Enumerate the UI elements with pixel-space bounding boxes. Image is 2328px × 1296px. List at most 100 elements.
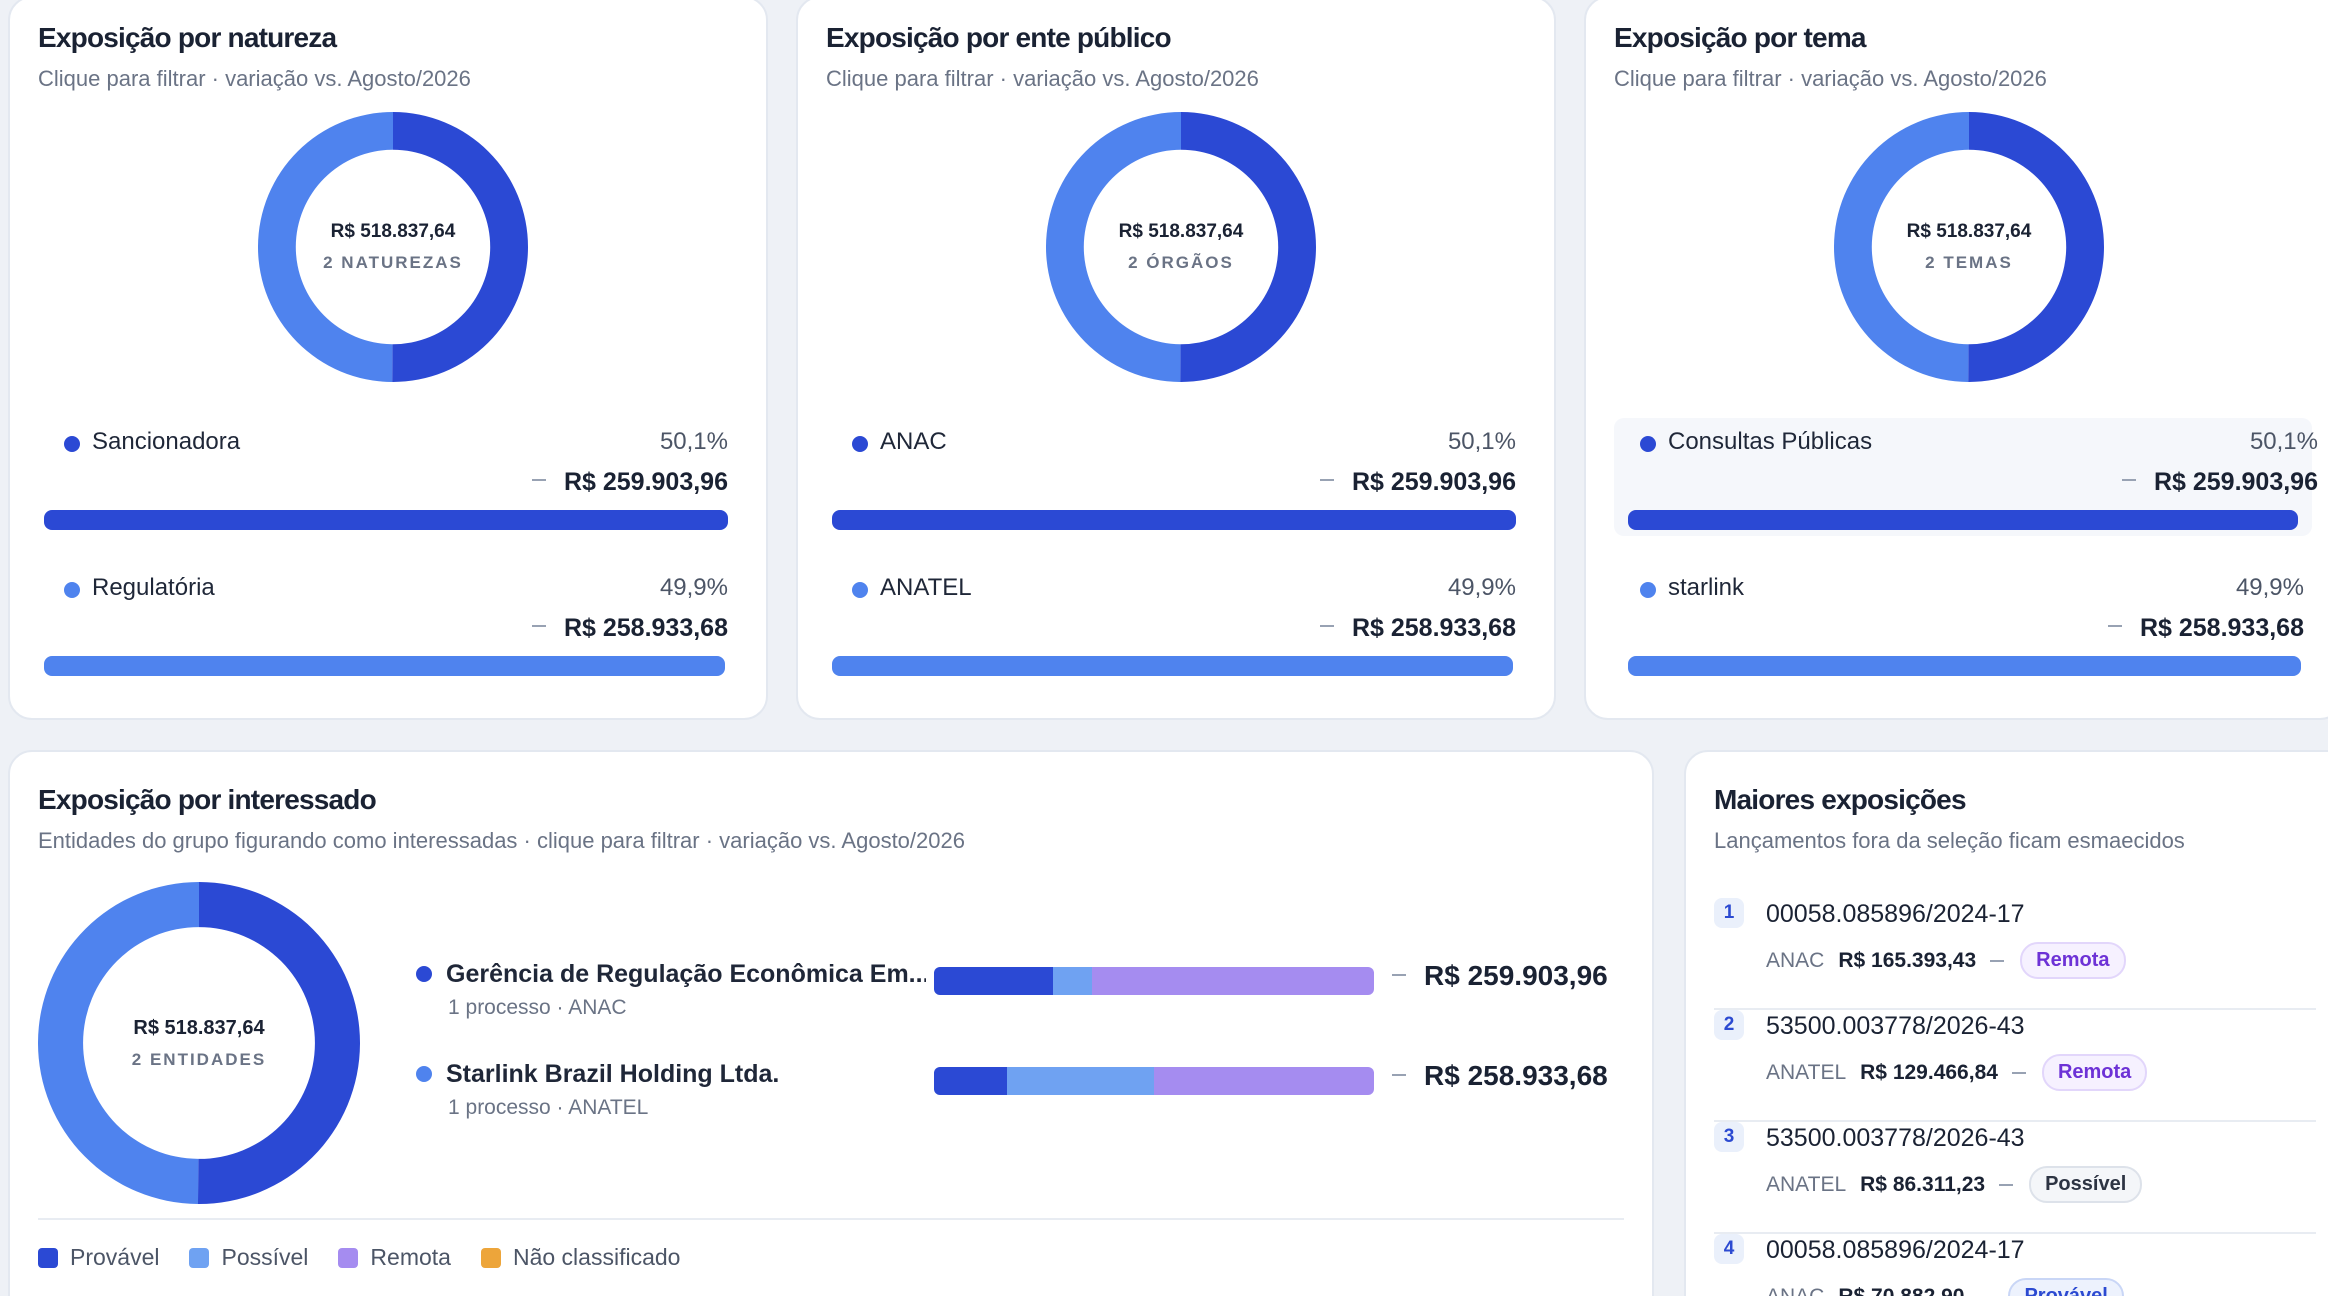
process-org: ANAC <box>1766 1284 1825 1296</box>
top-exposure-item[interactable]: 3 53500.003778/2026-43 ANATEL R$ 86.311,… <box>1714 1122 2316 1234</box>
rank-badge: 4 <box>1714 1234 1744 1264</box>
series-dot <box>1640 582 1656 598</box>
top-exposure-item[interactable]: 1 00058.085896/2024-17 ANAC R$ 165.393,4… <box>1714 898 2316 1010</box>
segment-provavel <box>934 967 1053 995</box>
segment-possivel <box>1052 967 1093 995</box>
legend-name: Consultas Públicas <box>1668 428 1873 455</box>
risk-badge: Possível <box>2029 1166 2143 1203</box>
segment-possivel <box>1006 1067 1154 1095</box>
legend-name: ANATEL <box>880 574 972 601</box>
risk-badge: Remota <box>2020 942 2126 979</box>
legend-pct: 50,1% <box>1447 428 1516 455</box>
rank-badge: 3 <box>1714 1122 1744 1152</box>
donut-total: R$ 518.837,64 <box>1906 221 2032 242</box>
series-dot <box>416 1066 432 1082</box>
legend-pct: 50,1% <box>2249 428 2318 455</box>
process-org: ANATEL <box>1766 1060 1847 1084</box>
legend-possivel[interactable]: Possível <box>189 1244 308 1271</box>
card-natureza: Exposição por natureza Clique para filtr… <box>8 0 768 720</box>
donut-slice-1[interactable] <box>37 882 199 1204</box>
card-interessado: Exposição por interessado Entidades do g… <box>8 750 1654 1296</box>
entity-meta: 1 processo · ANATEL <box>448 1096 649 1119</box>
divider <box>38 1218 1624 1220</box>
legend-pct: 49,9% <box>2235 574 2304 601</box>
top-exposure-item[interactable]: 2 53500.003778/2026-43 ANATEL R$ 129.466… <box>1714 1010 2316 1122</box>
process-amount: R$ 129.466,84 <box>1860 1060 1998 1084</box>
donut-count: 2 ENTIDADES <box>131 1049 267 1069</box>
process-amount: R$ 86.311,23 <box>1860 1172 1986 1196</box>
legend-amount: R$ 259.903,96 <box>531 468 728 497</box>
donut-slice-1[interactable] <box>1045 112 1181 382</box>
series-dot <box>852 582 868 598</box>
card-title: Exposição por interessado <box>38 784 377 815</box>
legend-row-consultas-publicas[interactable]: Consultas Públicas 50,1% R$ 259.903,96 <box>1614 418 2318 536</box>
entity-amount: R$ 259.903,96 <box>1392 960 1608 992</box>
legend-row-sancionadora[interactable]: Sancionadora 50,1% R$ 259.903,96 <box>44 418 728 536</box>
rank-badge: 1 <box>1714 898 1744 928</box>
process-number: 53500.003778/2026-43 <box>1766 1124 2025 1152</box>
entity-amount: R$ 258.933,68 <box>1392 1060 1608 1092</box>
share-bar <box>1628 656 2302 676</box>
risk-badge: Remota <box>2041 1054 2148 1091</box>
legend-pct: 50,1% <box>659 428 728 455</box>
legend-row-starlink[interactable]: starlink 49,9% R$ 258.933,68 <box>1628 564 2304 682</box>
share-bar <box>44 510 728 530</box>
process-number: 00058.085896/2024-17 <box>1766 900 2025 928</box>
donut-chart[interactable]: R$ 518.837,64 2 ENTIDADES <box>37 882 360 1204</box>
entity-row-gerencia[interactable]: Gerência de Regulação Econômica Em... 1 … <box>416 960 1636 1030</box>
legend-row-anac[interactable]: ANAC 50,1% R$ 259.903,96 <box>832 418 1516 536</box>
segment-remota <box>1153 1067 1374 1095</box>
series-dot <box>852 436 868 452</box>
entity-row-starlink[interactable]: Starlink Brazil Holding Ltda. 1 processo… <box>416 1060 1636 1130</box>
donut-slice-0[interactable] <box>1968 112 2104 382</box>
donut-count: 2 TEMAS <box>1925 253 2013 272</box>
series-dot <box>416 966 432 982</box>
legend-provavel[interactable]: Provável <box>38 1244 159 1271</box>
risk-badge: Provável <box>2008 1278 2124 1296</box>
top-exposure-item[interactable]: 4 00058.085896/2024-17 ANAC R$ 70.882,90… <box>1714 1234 2316 1296</box>
entity-name: Gerência de Regulação Econômica Em... <box>446 960 926 988</box>
donut-slice-1[interactable] <box>1833 112 1969 382</box>
legend-row-regulatoria[interactable]: Regulatória 49,9% R$ 258.933,68 <box>44 564 728 682</box>
card-tema: Exposição por tema Clique para filtrar ·… <box>1584 0 2328 720</box>
card-subtitle: Clique para filtrar · variação vs. Agost… <box>38 66 471 91</box>
legend-nao-classificado[interactable]: Não classificado <box>480 1244 680 1271</box>
risk-stack-bar <box>934 1067 1374 1095</box>
donut-chart[interactable]: R$ 518.837,64 2 NATUREZAS <box>257 112 528 382</box>
process-amount: R$ 165.393,43 <box>1838 948 1977 972</box>
series-dot <box>1640 436 1656 452</box>
donut-count: 2 NATUREZAS <box>323 253 463 272</box>
legend-pct: 49,9% <box>1447 574 1516 601</box>
process-number: 00058.085896/2024-17 <box>1766 1236 2025 1264</box>
card-subtitle: Clique para filtrar · variação vs. Agost… <box>1614 66 2047 91</box>
process-amount: R$ 70.882,90 <box>1838 1284 1965 1296</box>
legend-pct: 49,9% <box>659 574 728 601</box>
donut-slice-0[interactable] <box>197 882 360 1204</box>
legend-amount: R$ 258.933,68 <box>1319 614 1516 643</box>
donut-chart[interactable]: R$ 518.837,64 2 ÓRGÃOS <box>1045 112 1316 382</box>
card-title: Exposição por ente público <box>826 22 1172 53</box>
legend-amount: R$ 259.903,96 <box>1319 468 1516 497</box>
risk-stack-bar <box>934 967 1374 995</box>
card-title: Exposição por natureza <box>38 22 337 53</box>
risk-legend: Provável Possível Remota Não classificad… <box>38 1244 680 1271</box>
donut-slice-0[interactable] <box>1180 112 1316 382</box>
card-title: Maiores exposições <box>1714 784 1967 815</box>
legend-amount: R$ 259.903,96 <box>2121 468 2318 497</box>
card-subtitle: Lançamentos fora da seleção ficam esmaec… <box>1714 828 2185 853</box>
donut-count: 2 ÓRGÃOS <box>1128 253 1234 272</box>
donut-slice-1[interactable] <box>257 112 393 382</box>
legend-row-anatel[interactable]: ANATEL 49,9% R$ 258.933,68 <box>832 564 1516 682</box>
donut-chart[interactable]: R$ 518.837,64 2 TEMAS <box>1833 112 2104 382</box>
entity-name: Starlink Brazil Holding Ltda. <box>446 1060 780 1088</box>
series-dot <box>64 436 80 452</box>
card-maiores-exposicoes: Maiores exposições Lançamentos fora da s… <box>1684 750 2328 1296</box>
segment-remota <box>1092 967 1374 995</box>
donut-total: R$ 518.837,64 <box>133 1016 265 1039</box>
card-title: Exposição por tema <box>1614 22 1866 53</box>
process-number: 53500.003778/2026-43 <box>1766 1012 2025 1040</box>
donut-slice-0[interactable] <box>392 112 528 382</box>
legend-remota[interactable]: Remota <box>338 1244 451 1271</box>
legend-name: ANAC <box>880 428 947 455</box>
